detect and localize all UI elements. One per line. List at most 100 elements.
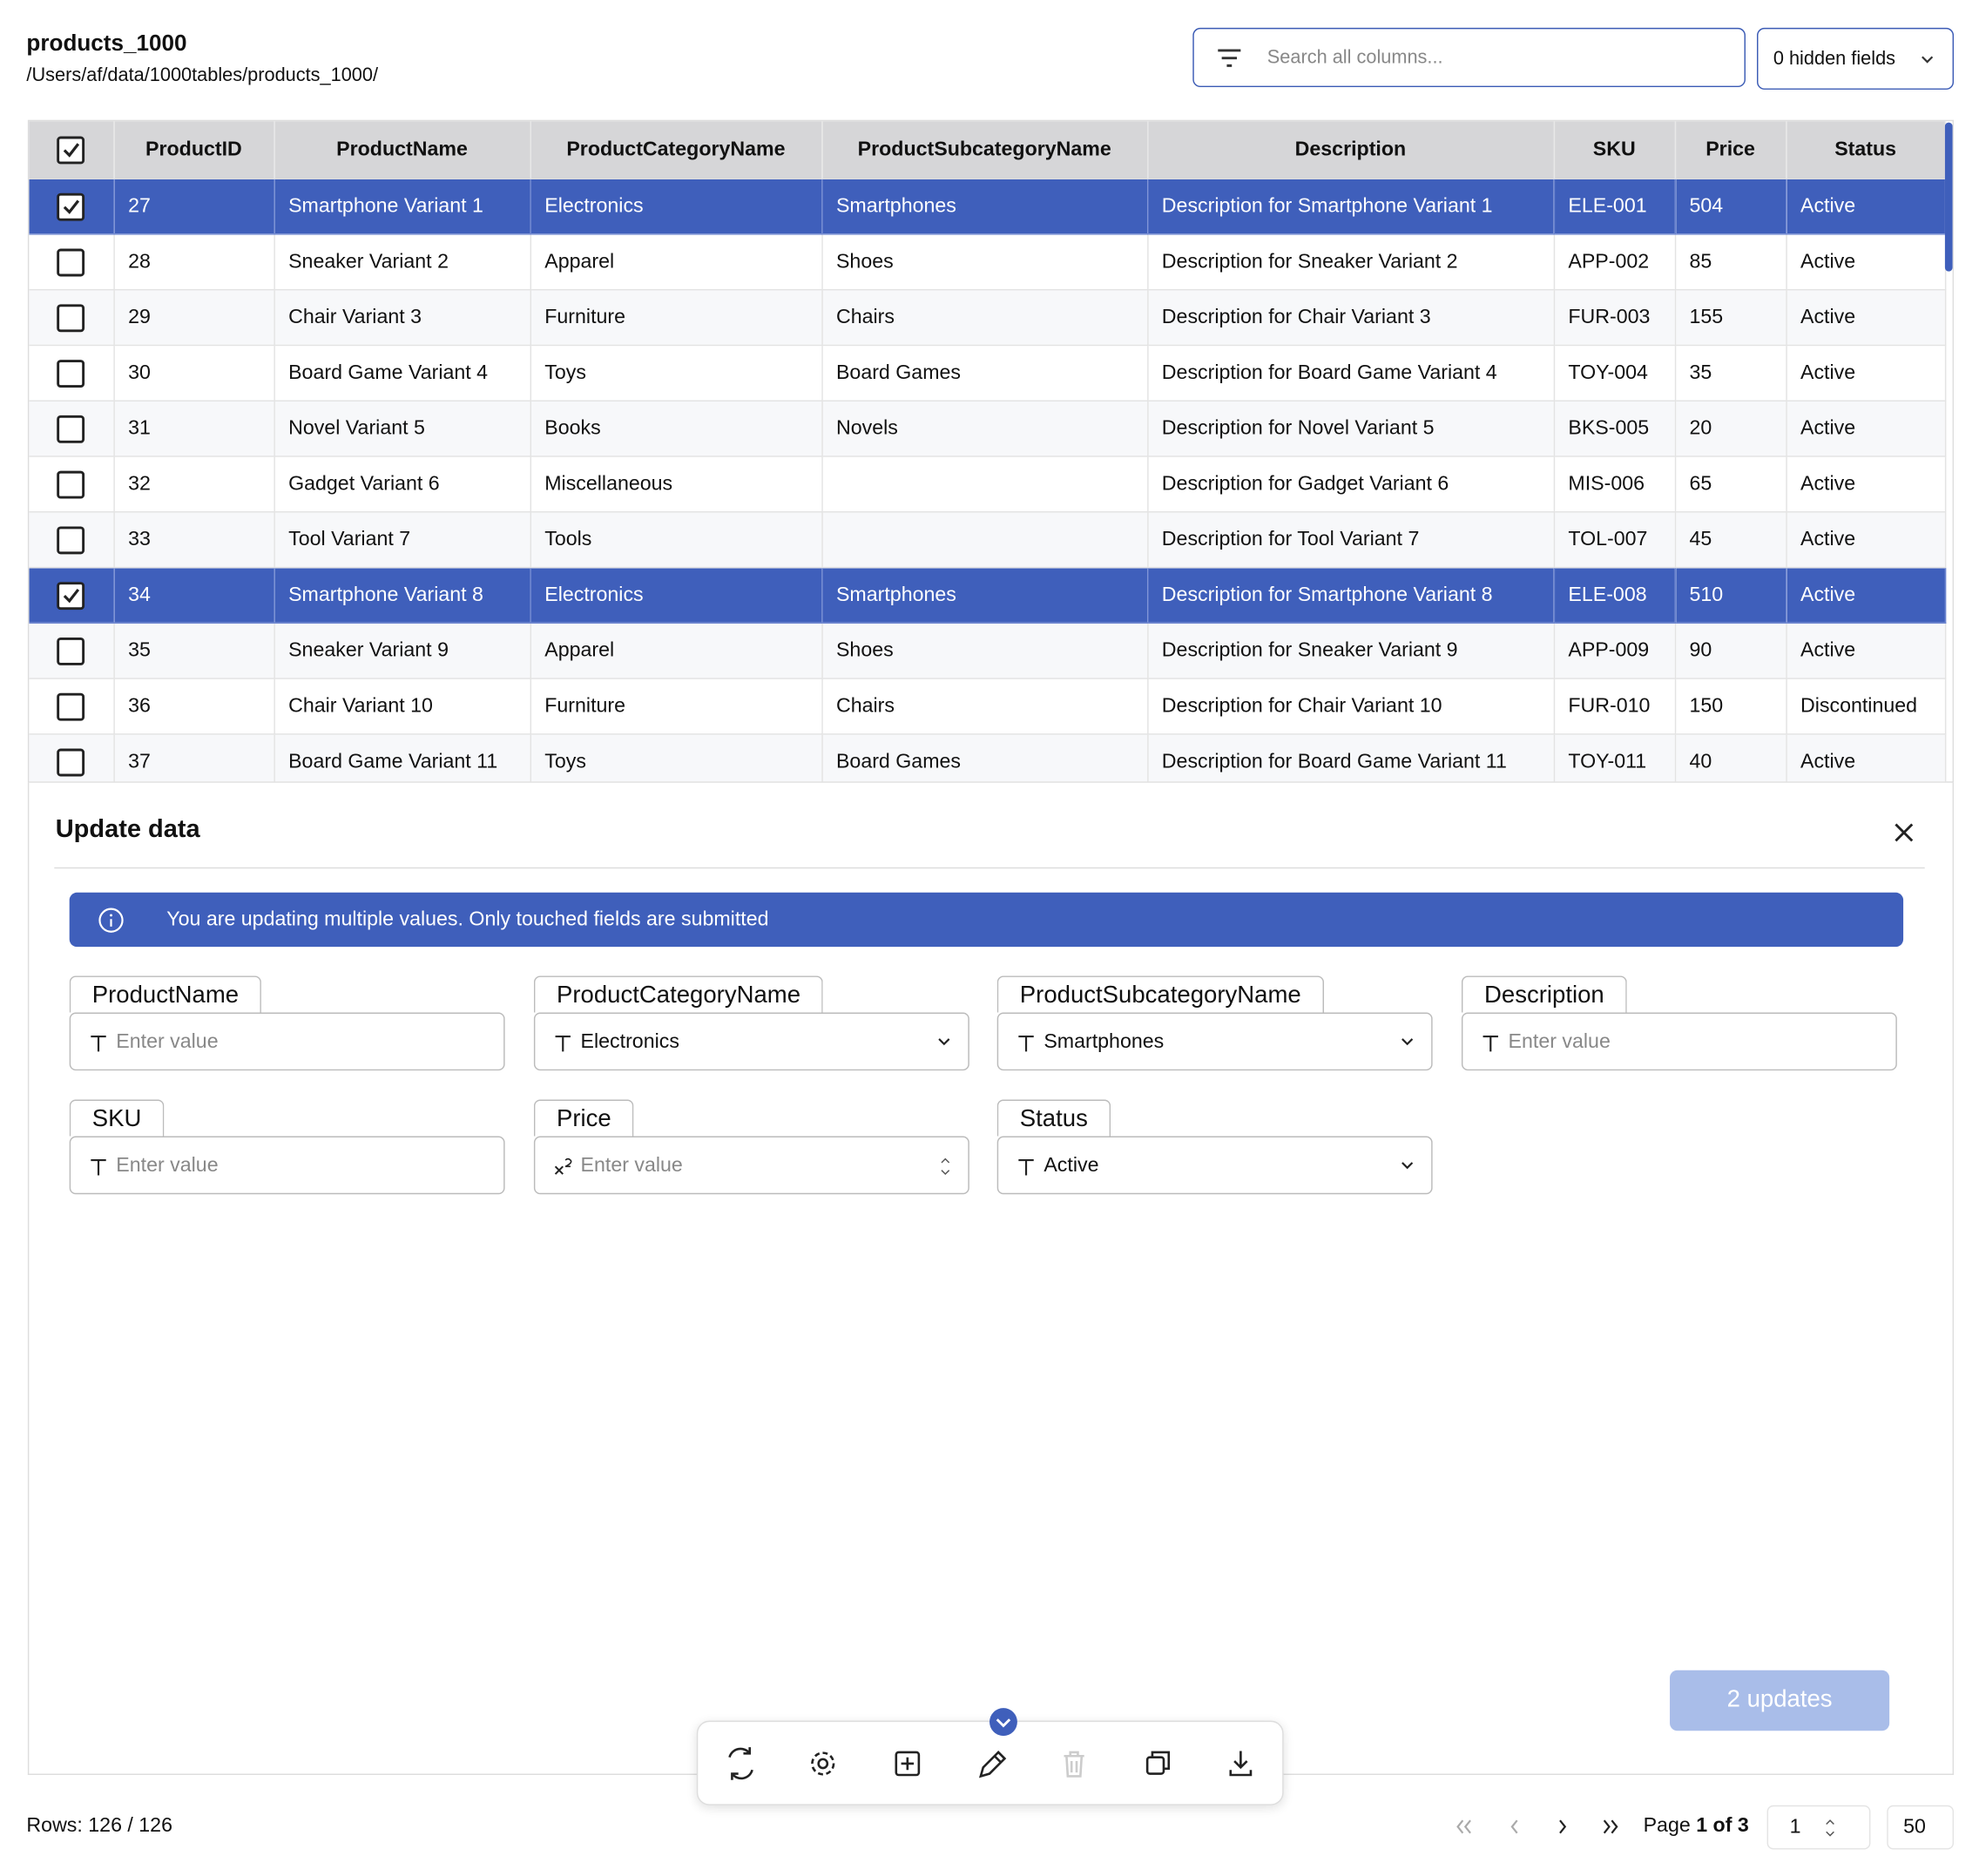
last-page[interactable] — [1603, 1819, 1618, 1834]
table-cell: TOL-007 — [1553, 511, 1676, 569]
settings-button[interactable] — [811, 1751, 835, 1776]
page-size-value: 50 — [1903, 1816, 1926, 1839]
table-cell: Description for Gadget Variant 6 — [1147, 456, 1555, 513]
table-cell: Novel Variant 5 — [274, 401, 531, 457]
table-cell: Board Games — [821, 733, 1148, 782]
column-header: Status — [1786, 121, 1946, 179]
field-input[interactable]: Enter value — [533, 1136, 969, 1195]
table-row[interactable]: 37 Board Game Variant 11 Toys Board Games De… — [29, 733, 1946, 782]
delete-button[interactable] — [1064, 1751, 1084, 1778]
check-mark — [64, 199, 80, 214]
table-cell: FUR-010 — [1553, 678, 1676, 735]
table-cell: Chairs — [821, 678, 1148, 735]
field-placeholder: Enter value — [116, 1031, 219, 1053]
table-cell: 28 — [113, 233, 275, 291]
field-input[interactable]: Electronics — [533, 1012, 969, 1071]
download-button[interactable] — [1229, 1751, 1253, 1777]
table-row[interactable]: 28 Sneaker Variant 2 Apparel Shoes Descripti… — [29, 233, 1946, 291]
field-label: Status — [996, 1099, 1111, 1137]
field-label: Price — [533, 1099, 634, 1137]
table-cell: Active — [1786, 345, 1946, 402]
field-input[interactable]: Enter value — [69, 1012, 505, 1071]
toolbar — [696, 1720, 1284, 1805]
field-type-icon — [554, 1157, 572, 1175]
table-row[interactable]: 27 Smartphone Variant 1 Electronics Smartph… — [29, 179, 1946, 235]
row-checkbox[interactable] — [57, 247, 85, 276]
table-cell: 29 — [113, 289, 275, 347]
checkbox-cell — [29, 733, 115, 782]
table-cell: Apparel — [530, 233, 823, 291]
table-row[interactable]: 31 Novel Variant 5 Books Novels Description … — [29, 401, 1946, 457]
row-checkbox[interactable] — [57, 415, 85, 443]
table-cell: Description for Sneaker Variant 2 — [1147, 233, 1555, 291]
row-checkbox[interactable] — [57, 303, 85, 332]
table-row[interactable]: 34 Smartphone Variant 8 Electronics Smartph… — [29, 567, 1946, 624]
page-input[interactable]: 1 — [1766, 1805, 1871, 1850]
refresh-button[interactable] — [728, 1747, 753, 1780]
checkbox-cell — [29, 179, 115, 235]
page-indicator: Page 1 of 3 — [1644, 1815, 1749, 1838]
check-mark — [64, 588, 80, 603]
column-header: ProductName — [274, 121, 531, 179]
collapse-button[interactable] — [989, 1707, 1019, 1738]
toolbar-icons — [728, 1747, 1253, 1780]
table-row[interactable]: 30 Board Game Variant 4 Toys Board Games Des… — [29, 345, 1946, 402]
number-spinner — [941, 1157, 950, 1176]
table-cell: Sneaker Variant 9 — [274, 623, 531, 679]
page-label: Page — [1643, 1815, 1691, 1838]
table-row[interactable]: 35 Sneaker Variant 9 Apparel Shoes Descripti… — [29, 623, 1946, 679]
field-type-icon — [91, 1159, 106, 1176]
field-input[interactable]: Active — [996, 1136, 1433, 1195]
next-page[interactable] — [1559, 1819, 1567, 1834]
spinner — [1826, 1819, 1834, 1837]
table-cell: Tool Variant 7 — [274, 511, 531, 569]
search-box[interactable]: Search all columns... — [1192, 27, 1746, 88]
table-cell: Apparel — [530, 623, 823, 679]
checkbox-cell — [29, 289, 115, 347]
table-cell: Toys — [530, 345, 823, 402]
table-cell: Chair Variant 3 — [274, 289, 531, 347]
row-checkbox[interactable] — [57, 747, 85, 776]
field-input[interactable]: Smartphones — [996, 1012, 1433, 1071]
hidden-fields-label: 0 hidden fields — [1773, 48, 1896, 70]
info-banner: You are updating multiple values. Only t… — [69, 892, 1904, 948]
table-row[interactable]: 29 Chair Variant 3 Furniture Chairs Descript… — [29, 289, 1946, 347]
table-cell: 90 — [1674, 623, 1787, 679]
close-button[interactable] — [1894, 822, 1915, 844]
row-checkbox[interactable] — [57, 192, 85, 220]
field-input[interactable]: Enter value — [69, 1136, 505, 1195]
row-checkbox[interactable] — [57, 637, 85, 665]
table-cell: 155 — [1674, 289, 1787, 347]
prev-page[interactable] — [1510, 1819, 1518, 1834]
page-input-value: 1 — [1789, 1816, 1801, 1839]
row-checkbox[interactable] — [57, 581, 85, 610]
table-cell: 510 — [1674, 567, 1787, 624]
hidden-fields-button[interactable]: 0 hidden fields — [1757, 27, 1955, 90]
table-row[interactable]: 33 Tool Variant 7 Tools Description for Too… — [29, 511, 1946, 569]
row-checkbox[interactable] — [57, 359, 85, 388]
first-page[interactable] — [1456, 1819, 1471, 1834]
row-checkbox[interactable] — [57, 469, 85, 498]
header-checkbox[interactable] — [57, 136, 85, 165]
scrollbar[interactable] — [1944, 122, 1953, 272]
copy-button[interactable] — [1145, 1751, 1171, 1775]
table-cell — [821, 456, 1148, 513]
table-cell: Furniture — [530, 289, 823, 347]
checkbox-cell — [29, 678, 115, 735]
table-cell: Gadget Variant 6 — [274, 456, 531, 513]
table-cell: Description for Tool Variant 7 — [1147, 511, 1555, 569]
field-input[interactable]: Enter value — [1461, 1012, 1897, 1071]
edit-button[interactable] — [978, 1751, 1007, 1778]
row-checkbox[interactable] — [57, 692, 85, 720]
page-size[interactable]: 50 — [1887, 1805, 1955, 1850]
table-cell: 32 — [113, 456, 275, 513]
row-checkbox[interactable] — [57, 525, 85, 554]
table-cell: Toys — [530, 733, 823, 782]
filter-icon — [1218, 49, 1241, 67]
table-row[interactable]: 32 Gadget Variant 6 Miscellaneous Descripti… — [29, 456, 1946, 513]
submit-button[interactable]: 2 updates — [1670, 1670, 1890, 1731]
table-row[interactable]: 36 Chair Variant 10 Furniture Chairs Descrip… — [29, 678, 1946, 735]
table-cell: Tools — [530, 511, 823, 569]
add-row-button[interactable] — [895, 1751, 921, 1777]
checkbox-cell — [29, 567, 115, 624]
